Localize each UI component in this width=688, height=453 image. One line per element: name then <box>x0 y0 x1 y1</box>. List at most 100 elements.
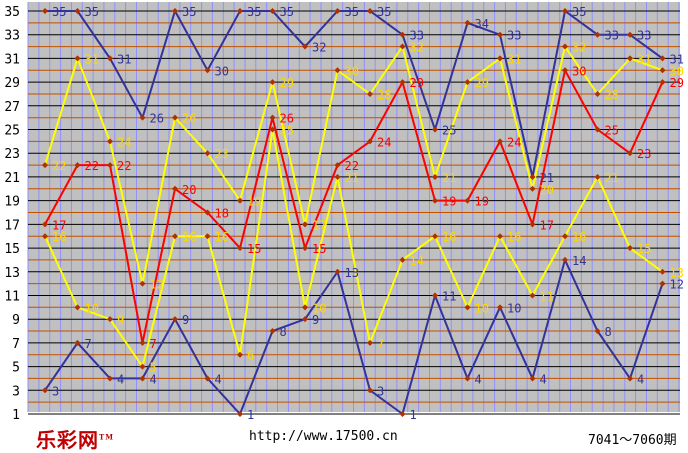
data-point <box>107 162 113 169</box>
data-point <box>269 114 276 121</box>
data-label: 20 <box>182 183 196 197</box>
data-point <box>529 221 536 228</box>
data-label: 6 <box>247 349 254 363</box>
data-point <box>334 268 341 275</box>
data-label: 13 <box>670 266 684 280</box>
data-label: 15 <box>312 242 326 256</box>
logo-text: 乐彩网 <box>36 428 99 452</box>
data-point <box>562 8 568 14</box>
data-point <box>399 411 406 417</box>
data-label: 21 <box>540 171 554 185</box>
data-point <box>529 292 536 299</box>
data-label: 22 <box>85 159 99 173</box>
data-point <box>269 8 276 14</box>
data-point <box>594 126 601 133</box>
data-label: 30 <box>345 64 359 78</box>
y-tick-label: 9 <box>12 313 20 328</box>
data-point <box>497 31 503 38</box>
data-point <box>74 162 81 169</box>
data-point <box>367 138 373 145</box>
series-line-2 <box>44 129 664 369</box>
data-label: 1 <box>410 408 417 422</box>
data-label: 30 <box>670 64 684 78</box>
data-point <box>139 339 146 346</box>
data-point <box>594 31 601 38</box>
data-label: 12 <box>670 278 684 292</box>
data-label: 16 <box>572 230 586 244</box>
data-point <box>399 31 406 38</box>
data-point <box>204 233 211 240</box>
data-point <box>594 173 601 180</box>
data-label: 5 <box>150 361 157 375</box>
data-label: 15 <box>247 242 261 256</box>
data-label: 19 <box>247 195 261 209</box>
data-label: 35 <box>85 5 99 19</box>
data-label: 18 <box>215 207 229 221</box>
data-label: 17 <box>52 218 66 232</box>
data-point <box>302 43 308 50</box>
data-point <box>399 79 406 86</box>
data-label: 22 <box>345 159 359 173</box>
data-point <box>464 304 471 311</box>
data-point <box>172 316 178 323</box>
data-point <box>269 79 276 86</box>
data-point <box>562 43 568 50</box>
data-label: 8 <box>280 325 287 339</box>
data-label: 7 <box>377 337 384 351</box>
data-label: 29 <box>280 76 294 90</box>
data-point <box>562 67 568 74</box>
data-point <box>42 233 48 240</box>
data-label: 30 <box>215 64 229 78</box>
data-label: 8 <box>605 325 612 339</box>
data-label: 21 <box>442 171 456 185</box>
data-label: 25 <box>280 124 294 138</box>
data-point <box>367 90 373 97</box>
data-point <box>464 79 471 86</box>
data-label: 10 <box>312 301 326 315</box>
data-point <box>107 316 113 323</box>
data-point <box>237 197 243 204</box>
data-label: 23 <box>637 147 651 161</box>
data-label: 21 <box>345 171 359 185</box>
y-tick-label: 21 <box>4 171 20 186</box>
data-point <box>659 55 666 62</box>
data-point <box>269 126 276 133</box>
data-label: 3 <box>377 384 384 398</box>
period-range: 7041～7060期 <box>588 433 677 448</box>
data-point <box>42 221 48 228</box>
y-tick-label: 23 <box>4 147 20 162</box>
data-point <box>367 387 373 394</box>
data-point <box>204 375 211 382</box>
series-line-4 <box>44 44 663 284</box>
data-point <box>464 19 471 26</box>
data-point <box>237 351 243 358</box>
data-point <box>139 363 146 370</box>
data-point <box>107 138 113 145</box>
data-point <box>139 114 146 121</box>
data-point <box>497 55 503 62</box>
data-point <box>107 55 113 62</box>
data-label: 11 <box>540 290 554 304</box>
data-label: 22 <box>52 159 66 173</box>
data-label: 31 <box>670 52 684 66</box>
data-label: 31 <box>507 52 521 66</box>
data-label: 7 <box>150 337 157 351</box>
data-point <box>594 328 601 335</box>
data-point <box>562 256 568 263</box>
data-label: 33 <box>507 29 521 43</box>
data-label: 23 <box>215 147 229 161</box>
data-label: 9 <box>117 313 124 327</box>
data-label: 7 <box>85 337 92 351</box>
data-point <box>172 233 178 240</box>
data-label: 1 <box>247 408 254 422</box>
data-point <box>74 339 81 346</box>
data-label: 24 <box>117 135 131 149</box>
data-label: 17 <box>312 218 326 232</box>
data-point <box>172 185 178 192</box>
data-label: 19 <box>442 195 456 209</box>
site-url: http://www.17500.cn <box>249 429 398 444</box>
data-label: 16 <box>182 230 196 244</box>
data-label: 9 <box>312 313 319 327</box>
